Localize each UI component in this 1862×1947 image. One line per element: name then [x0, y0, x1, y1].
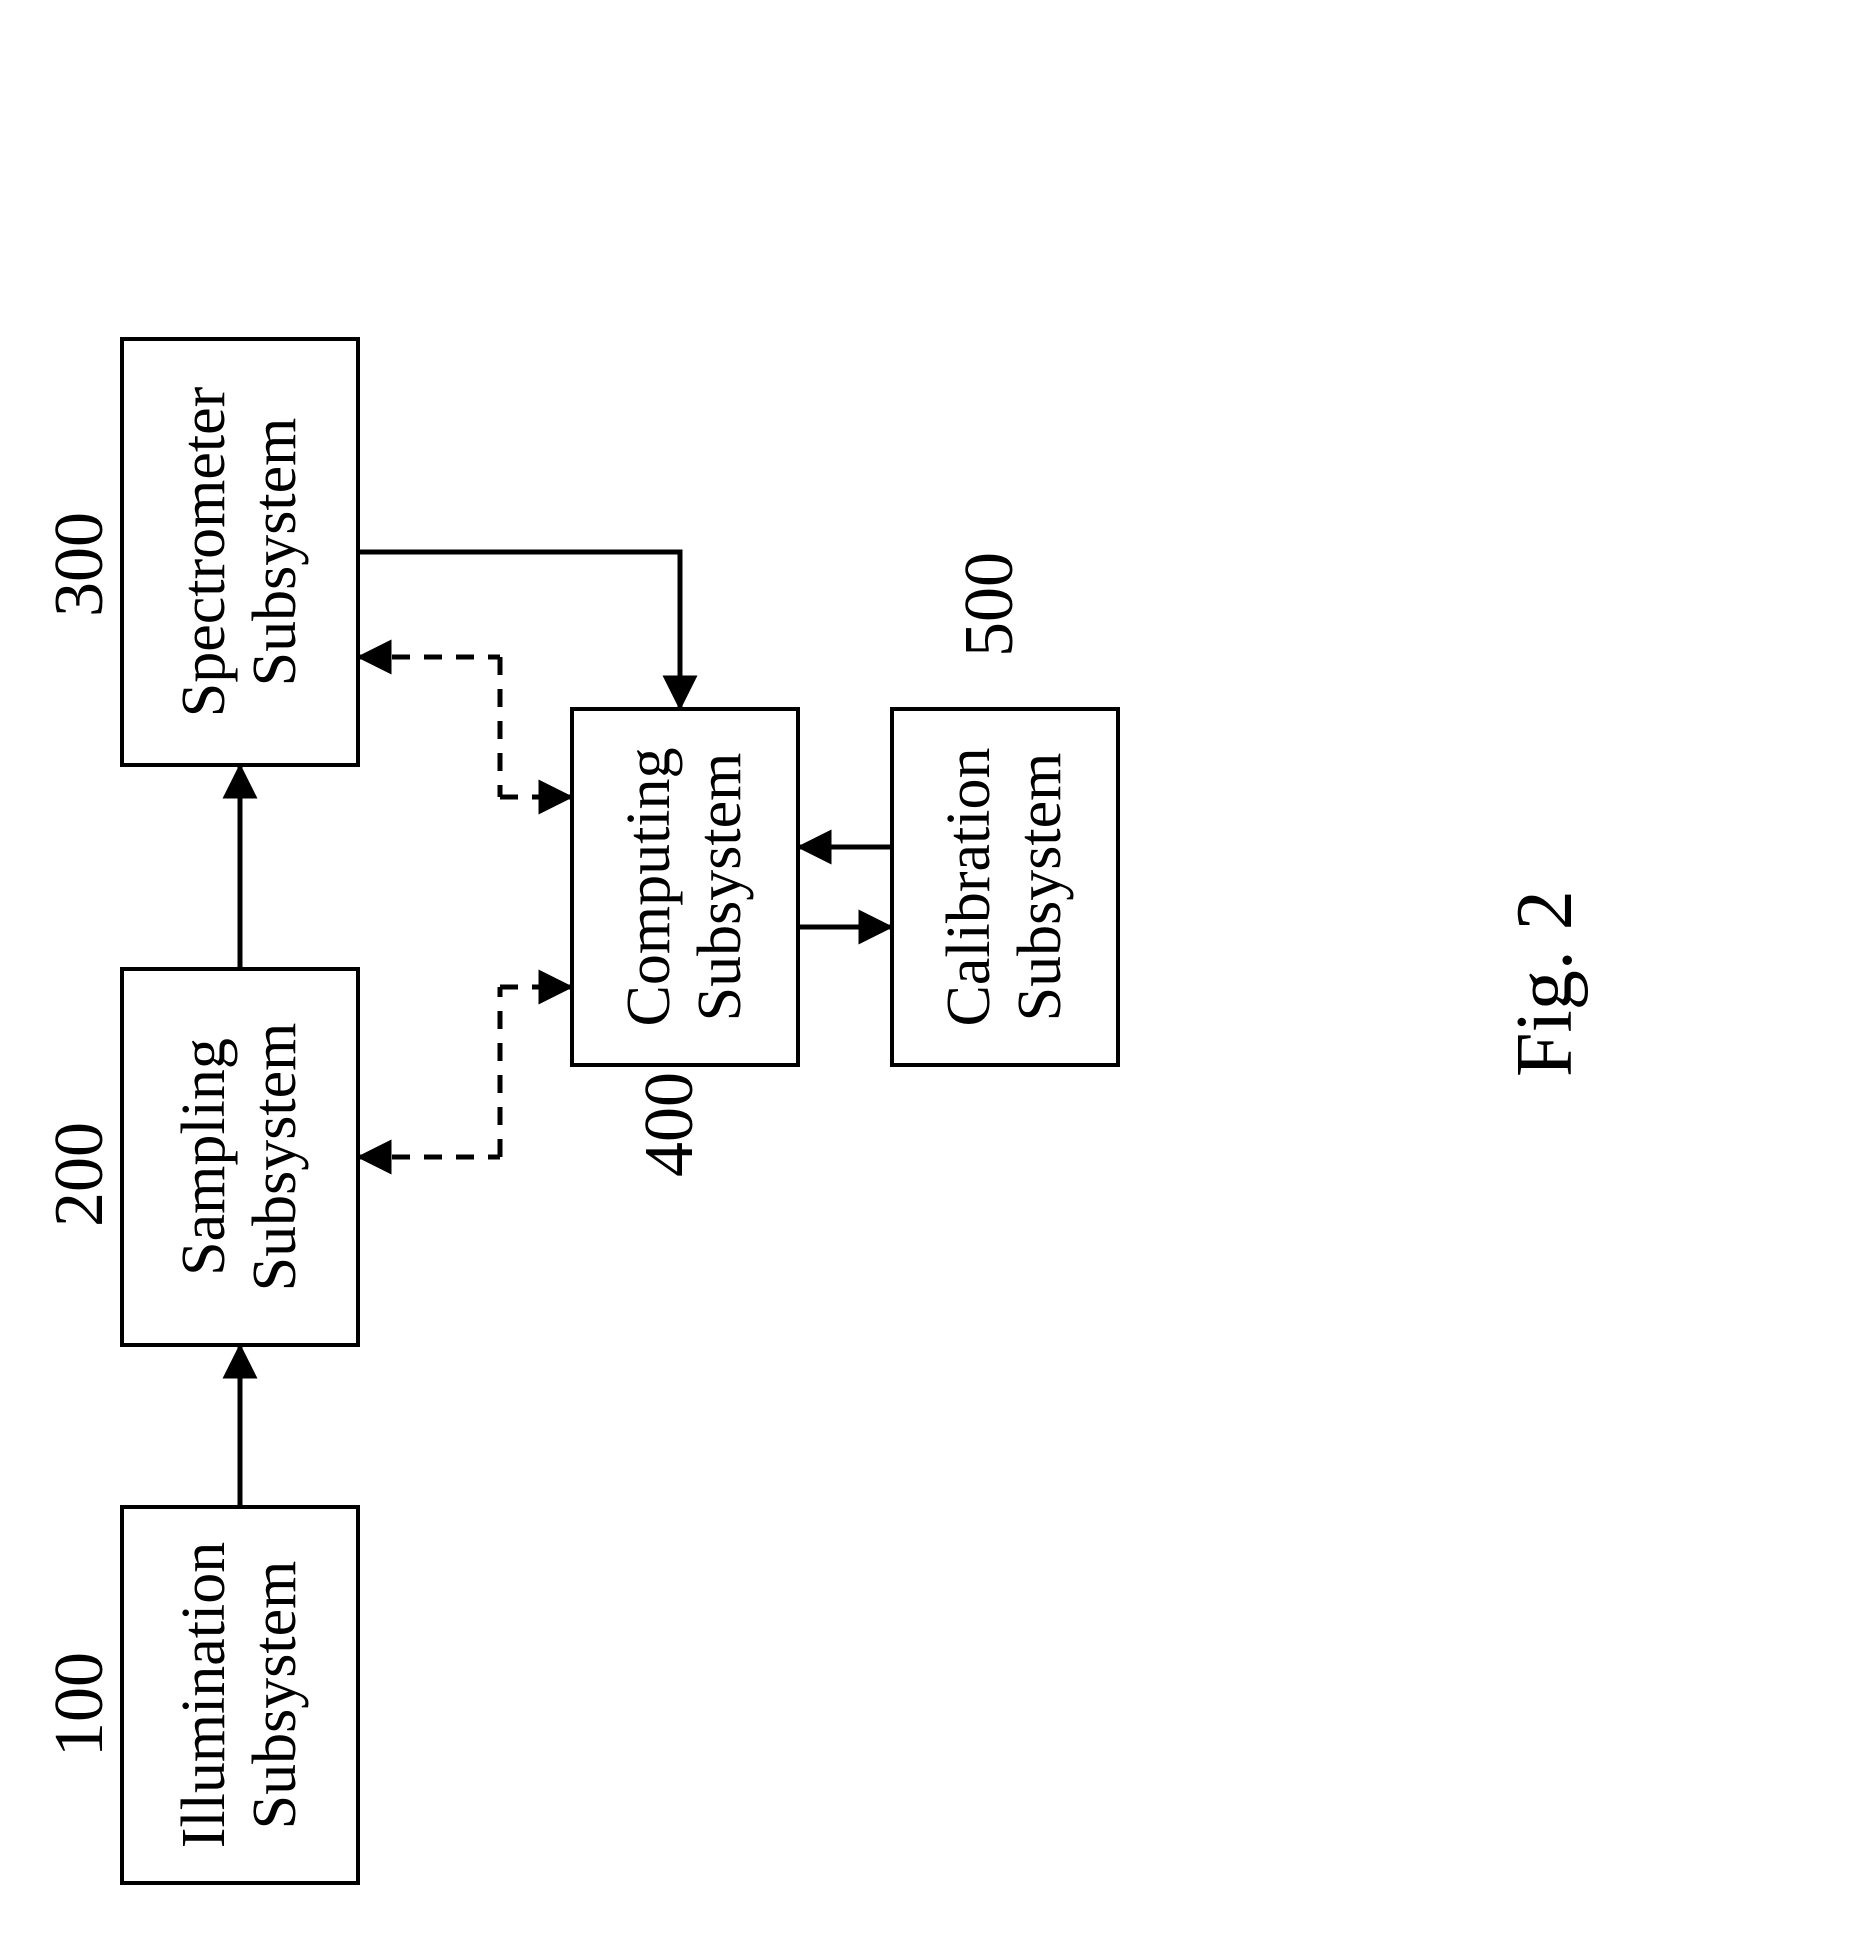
- arrow-spectro-to-computing: [360, 552, 680, 707]
- diagram-stage: 100 200 300 400 500 Illumination Subsyst…: [0, 0, 1862, 1947]
- connectors: [0, 0, 1862, 1947]
